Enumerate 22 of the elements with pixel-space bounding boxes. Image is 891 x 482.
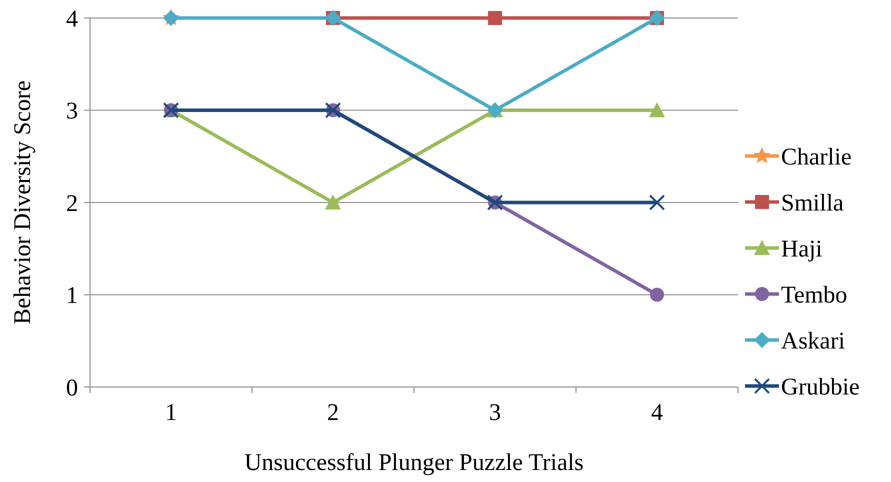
y-tick-label: 0 bbox=[66, 375, 78, 402]
y-tick-label: 2 bbox=[66, 190, 78, 217]
point bbox=[650, 288, 664, 302]
legend-label: Smilla bbox=[781, 190, 844, 216]
y-tick-label: 3 bbox=[66, 98, 78, 125]
x-tick-label: 4 bbox=[651, 400, 663, 426]
point bbox=[649, 102, 665, 118]
x-axis-title: Unsuccessful Plunger Puzzle Trials bbox=[244, 450, 584, 476]
point bbox=[488, 11, 502, 25]
y-axis-title: Behavior Diversity Score bbox=[10, 80, 36, 324]
legend-label: Haji bbox=[781, 236, 823, 262]
y-tick-label: 1 bbox=[66, 283, 78, 310]
legend-label: Tembo bbox=[781, 282, 848, 308]
x-tick-label: 3 bbox=[489, 400, 501, 426]
legend-label: Askari bbox=[781, 328, 846, 354]
point bbox=[325, 194, 341, 210]
x-tick-label: 1 bbox=[165, 400, 177, 426]
legend-label: Grubbie bbox=[781, 374, 860, 400]
x-tick-label: 2 bbox=[327, 400, 339, 426]
point bbox=[649, 194, 665, 210]
y-tick-label: 4 bbox=[66, 6, 78, 32]
legend-label: Charlie bbox=[781, 144, 852, 170]
